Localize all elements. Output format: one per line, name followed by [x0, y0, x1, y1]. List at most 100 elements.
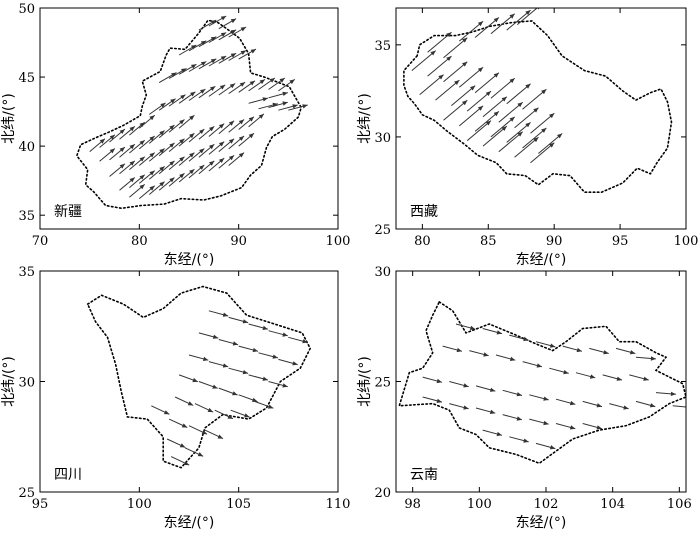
velocity-arrow	[168, 156, 185, 170]
velocity-arrow	[151, 405, 170, 415]
velocity-arrow	[166, 438, 186, 448]
velocity-arrow	[138, 152, 156, 166]
x-tick-label: 95	[612, 234, 629, 249]
x-tick-label: 100	[326, 234, 351, 249]
velocity-arrow	[208, 157, 225, 172]
velocity-arrow	[482, 429, 503, 437]
velocity-arrow	[218, 138, 235, 152]
velocity-arrow	[466, 120, 492, 141]
velocity-arrow	[218, 339, 239, 346]
y-axis-title: 北纬/(°)	[357, 356, 373, 407]
velocity-arrow	[148, 130, 165, 144]
velocity-arrow	[168, 119, 185, 133]
velocity-arrow	[198, 19, 217, 31]
velocity-arrow	[419, 74, 444, 95]
velocity-arrow	[495, 354, 516, 361]
y-tick-label: 35	[18, 265, 35, 280]
velocity-arrow	[268, 101, 288, 108]
velocity-arrow	[119, 126, 136, 140]
vector-field	[422, 323, 686, 450]
velocity-arrow	[555, 398, 576, 406]
velocity-arrow	[582, 423, 603, 430]
velocity-arrow	[530, 142, 555, 164]
velocity-arrow	[158, 160, 175, 175]
velocity-arrow	[248, 323, 269, 330]
y-tick-label: 20	[374, 486, 391, 501]
velocity-arrow	[278, 358, 298, 366]
velocity-arrow	[411, 50, 437, 71]
x-axis-title: 东经/(°)	[164, 252, 215, 268]
velocity-arrow	[490, 13, 516, 35]
velocity-arrow	[238, 48, 257, 60]
velocity-arrow	[168, 172, 185, 187]
velocity-arrow	[218, 387, 238, 396]
velocity-arrow	[168, 418, 188, 428]
velocity-arrow	[288, 104, 308, 111]
velocity-arrow	[129, 184, 146, 198]
velocity-arrow	[218, 52, 237, 64]
y-tick-label: 25	[18, 486, 35, 501]
y-tick-label: 45	[18, 71, 35, 86]
velocity-arrow	[238, 394, 258, 403]
x-tick-label: 80	[414, 234, 431, 249]
velocity-arrow	[208, 123, 225, 137]
velocity-arrow	[198, 332, 219, 339]
y-tick-label: 30	[374, 265, 391, 280]
velocity-arrow	[278, 104, 298, 111]
y-tick-label: 35	[374, 39, 391, 54]
velocity-arrow	[214, 409, 234, 420]
velocity-arrow	[238, 116, 255, 130]
velocity-arrow	[184, 447, 204, 457]
velocity-arrow	[469, 350, 489, 357]
x-tick-label: 100	[467, 497, 492, 512]
velocity-arrow	[168, 67, 187, 79]
y-tick-label: 25	[374, 376, 391, 391]
velocity-arrow	[278, 78, 296, 92]
panel-0: 70 80 90 100 35 40 45 50 东经/(°) 北纬/(°) 新疆	[1, 2, 350, 268]
velocity-arrow	[158, 98, 176, 111]
velocity-arrow	[498, 131, 524, 153]
velocity-arrow	[218, 120, 235, 135]
region-boundary	[398, 300, 686, 465]
velocity-arrow	[609, 403, 629, 410]
velocity-arrow	[188, 164, 205, 179]
y-axis-title: 北纬/(°)	[1, 93, 17, 144]
velocity-arrow	[158, 124, 175, 139]
x-tick-label: 85	[480, 234, 497, 249]
x-tick-label: 70	[32, 234, 49, 249]
velocity-arrow	[435, 79, 460, 101]
velocity-arrow	[258, 77, 276, 90]
velocity-arrow	[268, 330, 288, 337]
velocity-arrow	[228, 119, 245, 133]
velocity-arrow	[188, 61, 207, 72]
velocity-arrow	[506, 83, 531, 105]
velocity-arrow	[248, 78, 266, 92]
velocity-arrow	[451, 85, 476, 106]
velocity-arrow	[506, 9, 531, 31]
velocity-arrow	[194, 403, 214, 413]
velocity-arrow	[589, 347, 609, 355]
velocity-arrow	[629, 374, 649, 381]
y-tick-label: 30	[374, 131, 391, 146]
velocity-arrow	[198, 85, 216, 99]
velocity-arrow	[198, 381, 218, 389]
plot-frame	[39, 7, 339, 230]
x-tick-label: 104	[600, 497, 625, 512]
velocity-arrow	[208, 84, 226, 97]
x-tick-label: 110	[326, 497, 351, 512]
velocity-arrow	[635, 400, 656, 408]
velocity-arrow	[178, 63, 197, 75]
velocity-arrow	[119, 177, 136, 191]
velocity-arrow	[138, 185, 156, 199]
velocity-arrow	[522, 88, 547, 110]
velocity-arrow	[198, 143, 215, 158]
velocity-arrow	[509, 436, 529, 443]
velocity-arrow	[109, 163, 126, 177]
velocity-arrow	[427, 31, 452, 53]
velocity-arrow	[442, 345, 463, 353]
velocity-arrow	[490, 77, 516, 99]
velocity-arrow	[208, 55, 227, 67]
velocity-arrow	[188, 88, 206, 101]
velocity-arrow	[138, 170, 156, 184]
velocity-arrow	[109, 146, 126, 161]
